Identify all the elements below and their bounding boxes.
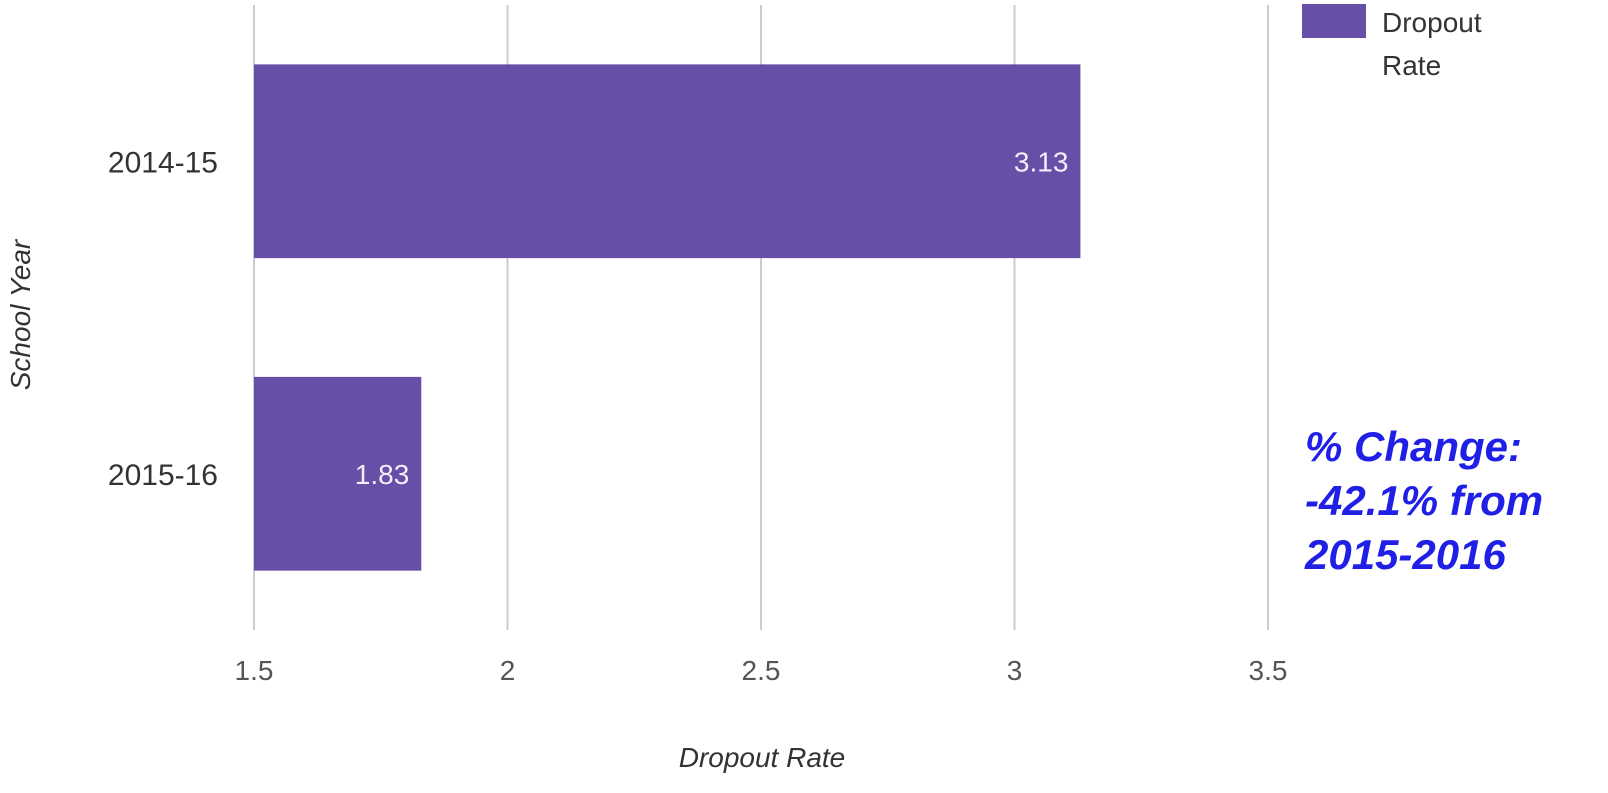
legend-label-line-1: Dropout [1382,7,1482,38]
annotation-line-2: -42.1% from [1305,477,1544,524]
legend: Dropout Rate [1302,4,1482,81]
x-axis-title: Dropout Rate [679,742,846,773]
bar-data-label: 3.13 [1014,146,1069,177]
annotation-line-1: % Change: [1305,423,1523,470]
y-axis-title: School Year [5,238,36,390]
y-category-label: 2014-15 [108,146,218,179]
bars [254,64,1081,571]
bar-data-label: 1.83 [355,459,410,490]
x-tick-label: 3.5 [1249,655,1288,686]
percent-change-annotation: % Change: -42.1% from 2015-2016 [1305,420,1605,582]
x-tick-label: 2 [500,655,516,686]
data-labels: 3.13 1.83 [355,146,1069,490]
x-tick-label: 3 [1007,655,1023,686]
bar [254,376,422,571]
annotation-line-3: 2015-2016 [1305,531,1506,578]
bar [254,64,1081,259]
x-tick-label: 2.5 [742,655,781,686]
x-axis-ticks: 1.5 2 2.5 3 3.5 [235,655,1288,686]
x-tick-label: 1.5 [235,655,274,686]
y-axis-categories: 2014-15 2015-16 [108,146,218,492]
legend-label-line-2: Rate [1382,50,1441,81]
y-category-label: 2015-16 [108,459,218,492]
legend-swatch [1302,4,1366,38]
